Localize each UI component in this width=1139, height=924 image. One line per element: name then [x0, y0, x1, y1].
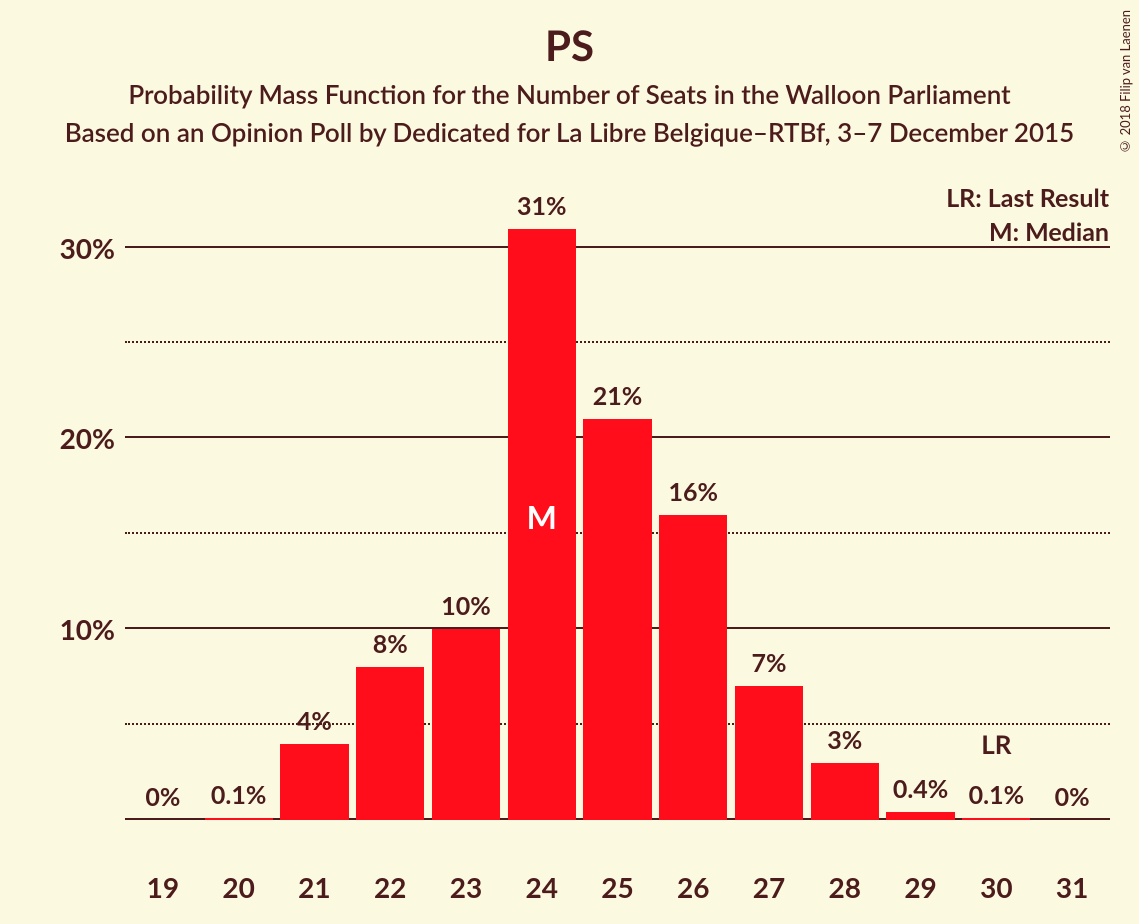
bar [583, 419, 651, 820]
x-tick-label: 21 [298, 870, 330, 904]
bar [735, 686, 803, 820]
x-tick-label: 23 [450, 870, 482, 904]
bar-value-label: 4% [297, 706, 332, 736]
bar-value-label: 16% [669, 477, 719, 507]
titles-block: PS Probability Mass Function for the Num… [0, 20, 1139, 148]
x-tick-label: 22 [374, 870, 406, 904]
bar [205, 818, 273, 820]
x-tick-label: 26 [677, 870, 709, 904]
bar-value-label: 21% [593, 381, 643, 411]
bar-value-label: 0% [145, 782, 180, 812]
x-tick-label: 31 [1056, 870, 1088, 904]
main-title: PS [0, 20, 1139, 70]
last-result-marker: LR [981, 728, 1011, 760]
bar [962, 818, 1030, 820]
bar-value-label: 0.1% [211, 780, 266, 810]
x-tick-label: 20 [222, 870, 254, 904]
y-tick-label: 10% [60, 612, 115, 646]
x-axis-labels: 19 20 21 22 23 24 25 26 27 28 29 30 31 [125, 870, 1110, 910]
bar-value-label: 31% [517, 191, 567, 221]
chart-container: PS Probability Mass Function for the Num… [0, 0, 1139, 924]
bar [432, 629, 500, 820]
bar-value-label: 10% [441, 591, 491, 621]
bar [659, 515, 727, 820]
subtitle-line2: Based on an Opinion Poll by Dedicated fo… [0, 116, 1139, 148]
copyright-text: © 2018 Filip van Laenen [1117, 10, 1133, 155]
plot-area: 0%0.1%4%8%10%31%21%16%7%3%0.4%0.1%0%MLR [125, 200, 1110, 820]
x-tick-label: 24 [525, 870, 557, 904]
gridline-minor [125, 341, 1110, 343]
bar-value-label: 0% [1055, 782, 1090, 812]
x-tick-label: 28 [829, 870, 861, 904]
bar [886, 812, 954, 820]
median-marker: M [527, 497, 557, 536]
bar-value-label: 0.4% [893, 774, 948, 804]
subtitle-line1: Probability Mass Function for the Number… [0, 78, 1139, 110]
bar [280, 744, 348, 820]
bar-value-label: 7% [752, 648, 787, 678]
x-tick-label: 29 [904, 870, 936, 904]
y-tick-label: 30% [60, 231, 115, 265]
x-tick-label: 30 [980, 870, 1012, 904]
bar [811, 763, 879, 820]
bar-value-label: 3% [827, 725, 862, 755]
bar-value-label: 0.1% [969, 780, 1024, 810]
y-tick-label: 20% [60, 421, 115, 455]
gridline-major [125, 246, 1110, 248]
bar [356, 667, 424, 820]
bar-value-label: 8% [373, 629, 408, 659]
x-tick-label: 27 [753, 870, 785, 904]
x-tick-label: 25 [601, 870, 633, 904]
y-axis-labels: 10% 20% 30% [45, 200, 115, 820]
x-tick-label: 19 [147, 870, 179, 904]
